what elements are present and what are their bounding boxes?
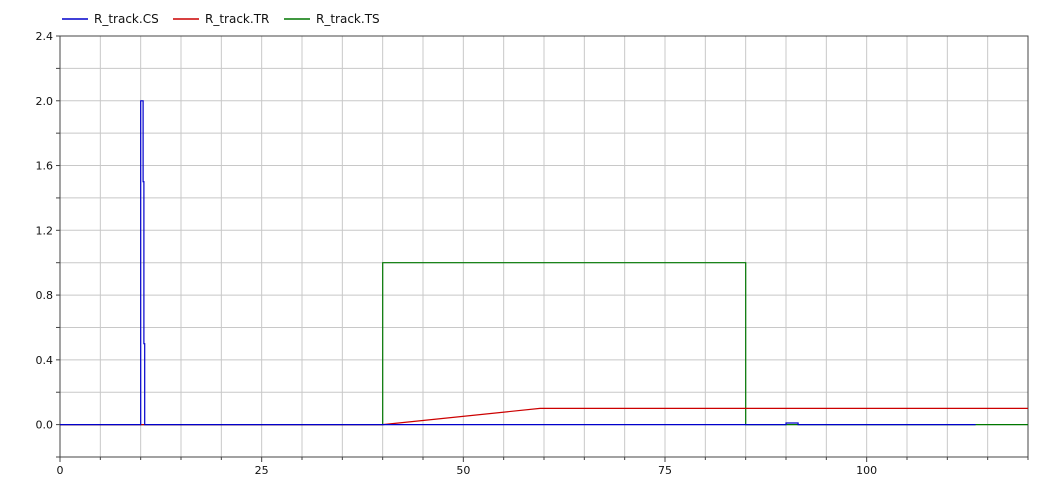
legend-label: R_track.TS [316,12,380,26]
y-tick-label: 0.8 [36,289,54,302]
x-tick-label: 100 [856,464,877,477]
series-layer [60,100,1028,426]
x-tick-label: 75 [658,464,672,477]
y-tick-label: 2.4 [36,30,54,43]
legend-label: R_track.CS [94,12,159,26]
y-tick-label: 1.6 [36,160,54,173]
series-line-r-track-cs [60,100,976,426]
axis-ticks: 0 25 50 75 100 0.0 0.4 0.8 1.2 1.6 2.0 2.4 [36,30,1029,477]
x-tick-label: 25 [255,464,269,477]
y-tick-label: 1.2 [36,224,54,237]
x-tick-label: 0 [57,464,64,477]
legend: R_track.CS R_track.TR R_track.TS [62,12,380,26]
y-tick-label: 0.0 [36,419,54,432]
y-tick-label: 0.4 [36,354,54,367]
legend-label: R_track.TR [205,12,269,26]
y-tick-label: 2.0 [36,95,54,108]
grid [59,35,1029,458]
x-tick-label: 50 [456,464,470,477]
